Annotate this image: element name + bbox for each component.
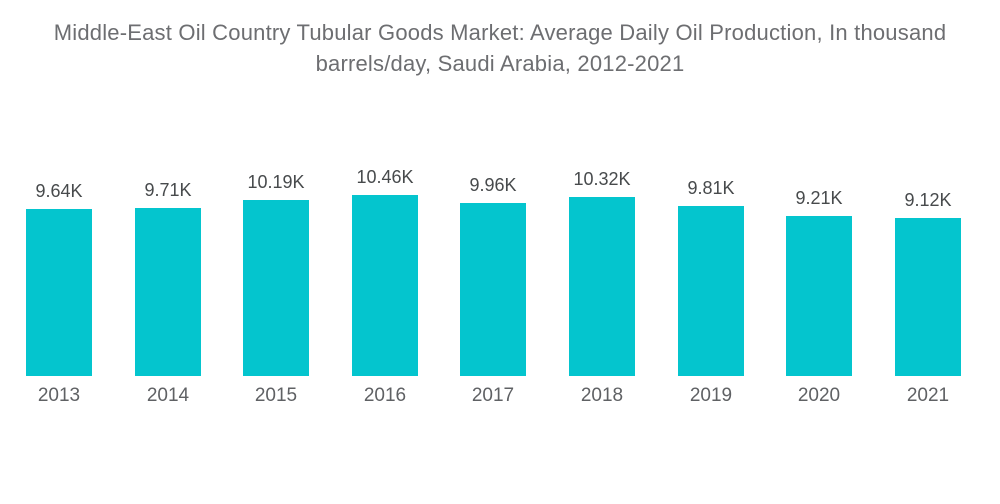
- x-axis-tick-label: 2019: [689, 385, 733, 406]
- bar-value-label: 9.12K: [904, 190, 952, 210]
- bar-value-label: 10.19K: [247, 172, 305, 192]
- x-axis-tick-label: 2015: [254, 385, 298, 406]
- bar-value-label: 9.64K: [35, 181, 83, 201]
- bar-2019: [678, 206, 744, 376]
- bar-2020: [786, 216, 852, 376]
- bar-2017: [460, 203, 526, 376]
- x-axis-tick-label: 2018: [580, 385, 624, 406]
- chart-title: Middle-East Oil Country Tubular Goods Ma…: [0, 17, 1000, 79]
- bar-value-label: 9.71K: [144, 180, 192, 200]
- chart-title-line-1: Middle-East Oil Country Tubular Goods Ma…: [53, 20, 947, 45]
- x-axis-tick-label: 2016: [363, 385, 407, 406]
- chart-title-line-2: barrels/day, Saudi Arabia, 2012-2021: [315, 51, 685, 76]
- bar-2016: [352, 195, 418, 376]
- x-axis-tick-label: 2020: [797, 385, 841, 406]
- bar-2015: [243, 200, 309, 376]
- bar-value-label: 9.21K: [795, 188, 843, 208]
- x-axis-tick-label: 2021: [906, 385, 950, 406]
- bar-2013: [26, 209, 92, 376]
- bar-2018: [569, 197, 635, 376]
- x-axis-tick-label: 2013: [37, 385, 81, 406]
- bar-value-label: 9.96K: [469, 175, 517, 195]
- x-axis-tick-label: 2017: [471, 385, 515, 406]
- bar-value-label: 10.46K: [356, 167, 414, 187]
- bar-value-label: 10.32K: [573, 169, 631, 189]
- bar-2014: [135, 208, 201, 376]
- bar-2021: [895, 218, 961, 376]
- x-axis-tick-label: 2014: [146, 385, 190, 406]
- bar-value-label: 9.81K: [687, 178, 735, 198]
